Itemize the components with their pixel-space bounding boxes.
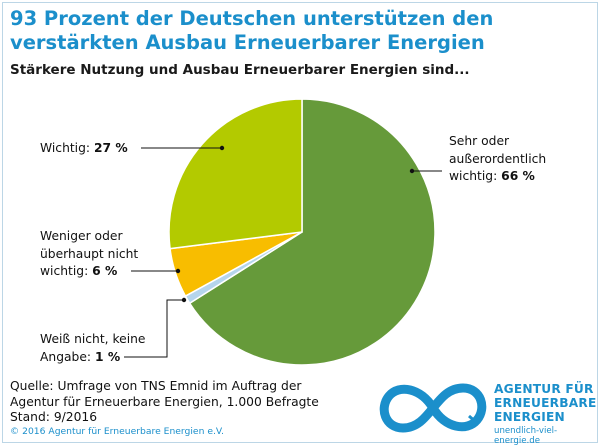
pie-slice-wichtig <box>168 98 303 250</box>
slice-label-weiss-nicht: Weiß nicht, keine Angabe: 1 % <box>40 332 146 364</box>
page-title: 93 Prozent der Deutschen unterstützen de… <box>10 7 494 54</box>
leader-dot-sehr-wichtig <box>409 168 415 174</box>
logo-wordmark: AGENTUR FÜR ERNEUERBARE ENERGIEN <box>494 382 597 424</box>
slice-label-wichtig: Wichtig: 27 % <box>40 141 128 155</box>
slice-value-wichtig: 27 % <box>93 141 128 155</box>
chart-subtitle: Stärkere Nutzung und Ausbau Erneuerbarer… <box>10 62 470 78</box>
pie-slice-sehr-wichtig <box>188 98 436 366</box>
leader-dot-weiss-nicht <box>181 297 187 303</box>
slice-value-weiss-nicht: 1 % <box>94 349 121 364</box>
slice-value-sehr-wichtig: 66 % <box>501 169 535 183</box>
leader-dot-weniger-wichtig <box>175 268 181 274</box>
logo-url: unendlich-viel-energie.de <box>494 426 558 446</box>
slice-value-weniger-wichtig: 6 % <box>92 264 118 278</box>
slice-label-sehr-wichtig: Sehr oder außerordentlich wichtig: 66 % <box>449 134 547 183</box>
copyright-note: © 2016 Agentur für Erneuerbare Energien … <box>10 426 224 437</box>
slice-label-weniger-wichtig: Weniger oder überhaupt nicht wichtig: 6 … <box>40 229 139 278</box>
source-note: Quelle: Umfrage von TNS Emnid im Auftrag… <box>10 379 319 424</box>
infinity-logo-icon <box>379 383 487 433</box>
leader-dot-wichtig <box>219 145 225 151</box>
leader-line-weiss-nicht <box>124 299 184 358</box>
